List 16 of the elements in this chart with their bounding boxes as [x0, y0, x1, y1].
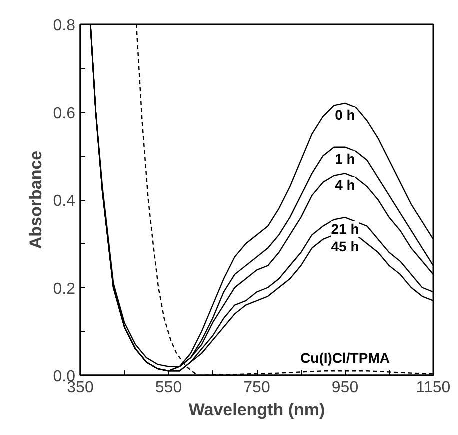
- series-label: 45 h: [331, 238, 360, 255]
- x-tick-label: 1150: [416, 380, 451, 396]
- series-label: Cu(I)Cl/TPMA: [300, 350, 390, 366]
- series-label: 0 h: [335, 106, 356, 123]
- series-label: 21 h: [331, 221, 360, 238]
- series-label: 4 h: [335, 177, 356, 194]
- y-tick-label: 0.6: [53, 105, 76, 122]
- y-tick-label: 0.4: [53, 193, 76, 210]
- x-axis-title: Wavelength (nm): [188, 400, 326, 420]
- y-axis-title: Absorbance: [26, 150, 46, 250]
- x-tick-label: 550: [155, 380, 182, 396]
- y-tick-label: 0.8: [53, 18, 76, 34]
- y-tick-label: 0.2: [53, 280, 76, 298]
- x-tick-label: 750: [244, 380, 270, 396]
- x-tick-label: 950: [332, 380, 359, 396]
- series-label: 1 h: [335, 150, 356, 167]
